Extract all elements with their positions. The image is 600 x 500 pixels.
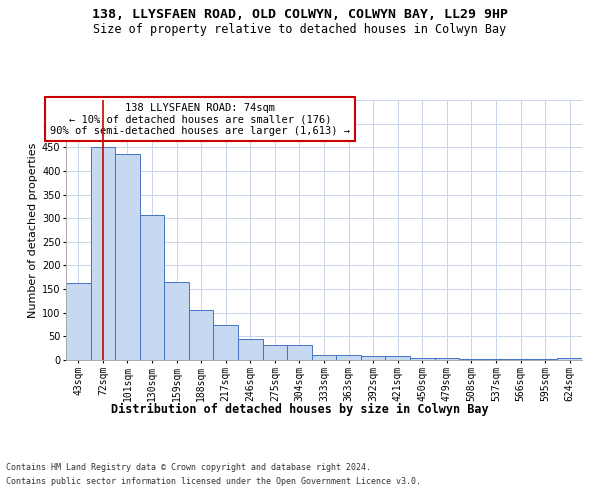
Text: Size of property relative to detached houses in Colwyn Bay: Size of property relative to detached ho… xyxy=(94,22,506,36)
Text: 138, LLYSFAEN ROAD, OLD COLWYN, COLWYN BAY, LL29 9HP: 138, LLYSFAEN ROAD, OLD COLWYN, COLWYN B… xyxy=(92,8,508,20)
Bar xyxy=(263,345,287,360)
Bar xyxy=(115,154,140,360)
Bar xyxy=(66,283,91,360)
Text: Distribution of detached houses by size in Colwyn Bay: Distribution of detached houses by size … xyxy=(111,402,489,415)
Bar xyxy=(164,282,189,360)
Bar xyxy=(214,326,238,360)
Bar xyxy=(484,358,508,360)
Bar xyxy=(140,216,164,360)
Bar xyxy=(238,338,263,360)
Text: Contains HM Land Registry data © Crown copyright and database right 2024.: Contains HM Land Registry data © Crown c… xyxy=(6,462,371,471)
Bar xyxy=(410,358,434,360)
Bar xyxy=(533,359,557,360)
Bar xyxy=(91,148,115,360)
Y-axis label: Number of detached properties: Number of detached properties xyxy=(28,142,38,318)
Bar xyxy=(557,358,582,360)
Bar xyxy=(312,356,336,360)
Bar xyxy=(508,359,533,360)
Bar xyxy=(385,356,410,360)
Bar xyxy=(189,310,214,360)
Bar xyxy=(336,356,361,360)
Bar xyxy=(287,345,312,360)
Bar xyxy=(459,358,484,360)
Bar xyxy=(361,356,385,360)
Bar xyxy=(434,358,459,360)
Text: Contains public sector information licensed under the Open Government Licence v3: Contains public sector information licen… xyxy=(6,478,421,486)
Text: 138 LLYSFAEN ROAD: 74sqm
← 10% of detached houses are smaller (176)
90% of semi-: 138 LLYSFAEN ROAD: 74sqm ← 10% of detach… xyxy=(50,102,350,136)
